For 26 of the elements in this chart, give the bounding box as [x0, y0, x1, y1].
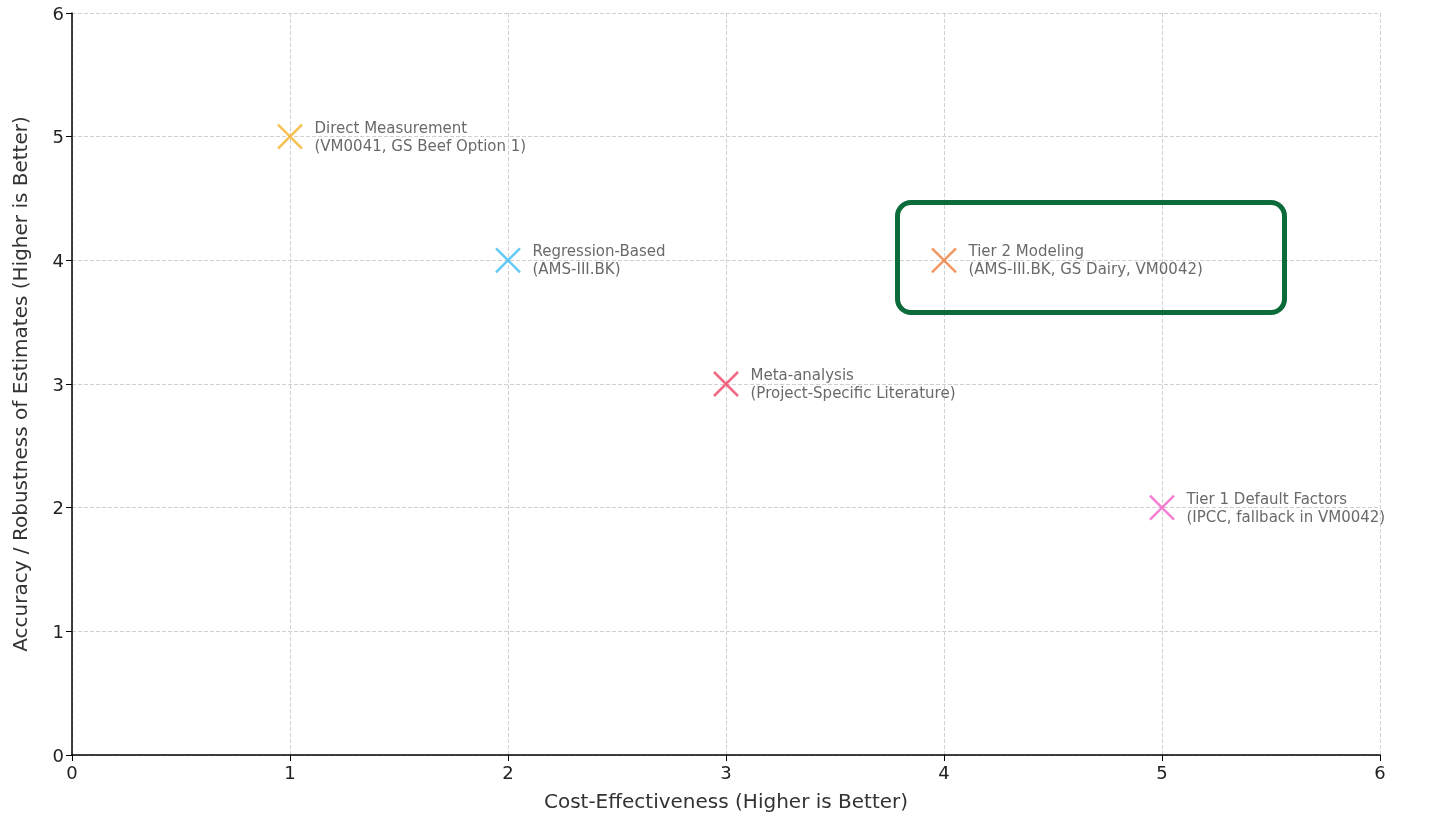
point — [494, 247, 522, 274]
x-tick-label: 1 — [284, 761, 296, 783]
x-tick-label: 5 — [1156, 761, 1168, 783]
series-label: Meta-analysis (Project-Specific Literature) — [750, 366, 956, 402]
y-tick-label: 2 — [52, 497, 64, 519]
x-axis-title: Cost-Effectiveness (Higher is Better) — [543, 789, 909, 813]
point — [930, 247, 958, 274]
y-tick-label: 6 — [52, 2, 64, 24]
y-tick-label: 5 — [52, 126, 64, 148]
x-tick-label: 3 — [720, 761, 732, 783]
y-tick-label: 0 — [52, 744, 64, 766]
y-tick-label: 1 — [52, 620, 64, 642]
point — [276, 123, 304, 150]
y-axis-title: Accuracy / Robustness of Estimates (Higher is Better) — [8, 116, 32, 652]
x-tick-label: 4 — [938, 761, 950, 783]
y-tick-label: 3 — [52, 373, 64, 395]
series-label: Tier 1 Default Factors (IPCC, fallback in VM0042) — [1185, 489, 1386, 526]
series-label: Regression-Based (AMS-III.BK) — [532, 242, 666, 279]
point — [1148, 494, 1176, 521]
series-label: Tier 2 Modeling (AMS-III.BK, GS Dairy, VM0042) — [967, 242, 1203, 279]
y-tick-label: 4 — [52, 249, 64, 271]
x-tick-label: 2 — [502, 761, 514, 783]
x-tick-label: 6 — [1374, 761, 1386, 783]
series-label: Direct Measurement (VM0041, GS Beef Option 1) — [314, 118, 527, 155]
point — [712, 370, 740, 398]
x-tick-label: 0 — [66, 761, 78, 783]
